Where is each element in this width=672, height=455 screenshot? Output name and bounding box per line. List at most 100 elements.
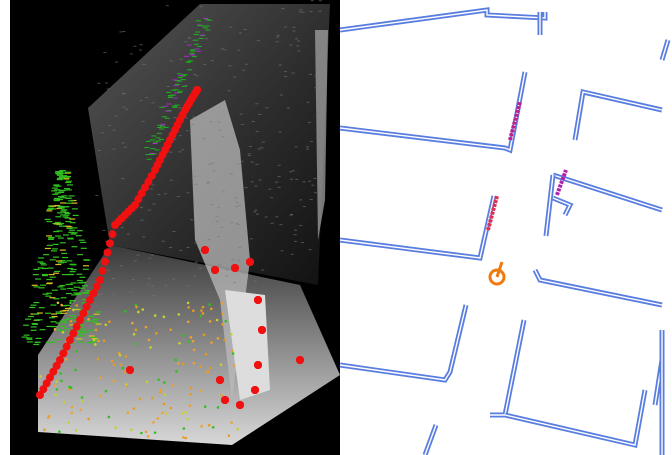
cloud-point <box>292 30 295 31</box>
cloud-point <box>308 122 311 123</box>
wall-point <box>172 106 177 107</box>
cloud-point <box>299 199 302 200</box>
tree-point <box>79 288 85 289</box>
cloud-point <box>115 115 118 116</box>
floor-point <box>177 362 180 365</box>
cloud-point <box>319 136 322 137</box>
tree-point <box>53 244 59 245</box>
tree-point <box>31 326 37 327</box>
cloud-point <box>287 107 290 108</box>
tree-point <box>81 248 87 249</box>
floor-point <box>60 304 63 307</box>
wall-point <box>196 20 201 21</box>
wall-point <box>177 81 182 82</box>
cloud-point <box>284 76 287 77</box>
cloud-point <box>194 176 197 177</box>
cloud-point <box>315 75 318 76</box>
tree-point <box>37 312 43 313</box>
tree-point <box>52 188 58 189</box>
cloud-point <box>295 179 298 180</box>
floor-point <box>79 408 82 411</box>
cloud-point <box>265 107 268 108</box>
cloud-point <box>225 275 228 276</box>
tree-point <box>35 278 41 279</box>
cloud-point <box>151 102 154 103</box>
tree-point <box>60 211 66 212</box>
wall-point <box>155 149 160 150</box>
cloud-point <box>206 182 209 183</box>
cloud-point <box>149 258 152 259</box>
floor-point <box>69 302 72 305</box>
cloud-point <box>271 223 274 224</box>
tree-point <box>56 311 62 312</box>
tree-point <box>51 326 57 327</box>
tree-point <box>49 274 55 275</box>
cloud-point <box>275 182 278 183</box>
floor-point <box>183 427 186 430</box>
cloud-point <box>169 247 172 248</box>
cloud-point <box>242 70 245 71</box>
floor-point <box>156 417 159 420</box>
cloud-point <box>143 64 146 65</box>
cloud-point <box>107 88 110 89</box>
wall-point <box>155 137 160 138</box>
tree-point <box>48 237 54 238</box>
floor-point <box>135 328 138 331</box>
floor-point <box>139 398 142 401</box>
tree-point <box>39 287 45 288</box>
floor-point <box>75 350 78 353</box>
tree-point <box>76 274 82 275</box>
tree-point <box>82 292 88 293</box>
floor-point <box>187 306 190 309</box>
cloud-point <box>292 27 295 28</box>
floor-point <box>65 358 68 361</box>
tree-point <box>43 254 49 255</box>
wall-point <box>195 48 200 49</box>
tree-point <box>52 290 58 291</box>
cloud-point <box>254 281 257 282</box>
wall-point <box>188 60 193 61</box>
wall-point <box>150 148 155 149</box>
floor-point <box>113 380 116 383</box>
tree-point <box>34 319 40 320</box>
cloud-point <box>222 136 225 137</box>
tree-point <box>38 267 44 268</box>
floor-point <box>187 302 190 305</box>
floor-point <box>55 394 58 397</box>
tree-point <box>79 240 85 241</box>
cloud-point <box>279 64 282 65</box>
cloud-point <box>297 40 300 41</box>
floor-point <box>199 389 202 392</box>
tree-point <box>32 324 38 325</box>
cloud-point <box>130 53 133 54</box>
floor-point <box>145 326 148 329</box>
floor-point <box>188 340 191 343</box>
cloud-point <box>140 207 143 208</box>
cloud-point <box>140 100 143 101</box>
tree-point <box>62 206 68 207</box>
tree-point <box>83 269 89 270</box>
floor-point <box>108 416 111 419</box>
floor-point <box>217 406 220 409</box>
wall-point <box>206 30 211 31</box>
cloud-point <box>260 147 263 148</box>
tree-point <box>45 296 51 297</box>
tree-point <box>90 337 96 338</box>
cloud-point <box>152 184 155 185</box>
cloud-point <box>223 49 226 50</box>
wall-point <box>147 159 152 160</box>
tree-point <box>93 319 99 320</box>
floor-point <box>177 313 180 316</box>
floor-point <box>232 352 235 355</box>
wall-point <box>178 77 183 78</box>
cloud-point <box>203 64 206 65</box>
floor-point <box>228 434 231 437</box>
cloud-point <box>284 71 287 72</box>
cloud-point <box>233 76 236 77</box>
tree-point <box>59 207 65 208</box>
tree-point <box>61 209 67 210</box>
cloud-point <box>240 161 243 162</box>
tree-point <box>55 235 61 236</box>
cloud-point <box>268 189 271 190</box>
cloud-point <box>261 270 264 271</box>
